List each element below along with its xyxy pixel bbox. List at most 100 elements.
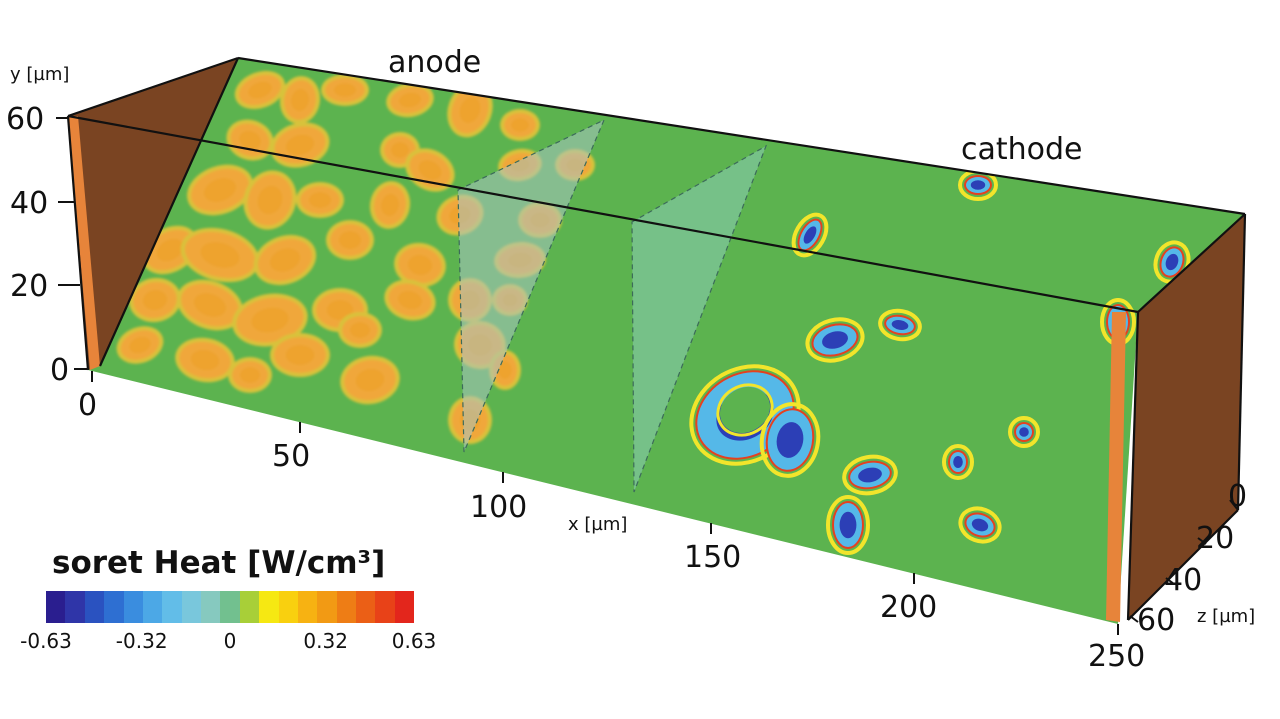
feature-hole-ring [716, 383, 774, 437]
feature-core [971, 518, 989, 532]
feature-ring-yellow [759, 402, 821, 478]
particle-core [190, 349, 220, 371]
y-tick: 60 [6, 102, 44, 137]
x-tick: 0 [78, 388, 97, 423]
feature-ring-yellow [1008, 416, 1040, 448]
colorbar [46, 591, 415, 623]
cathode-particles [689, 169, 1191, 555]
x-tick: 100 [470, 490, 527, 525]
feature-ring-yellow [958, 506, 1002, 544]
colorbar-swatch [181, 591, 201, 623]
particle-core [129, 336, 151, 354]
x-tick: 150 [684, 540, 741, 575]
particle-core [239, 130, 261, 150]
z-tick: 0 [1228, 479, 1247, 514]
colorbar-swatch [46, 591, 66, 623]
colorbar-swatch [394, 591, 415, 623]
colorbar-swatch [356, 591, 376, 623]
colorbar-swatch [65, 591, 85, 623]
x-tick: 50 [272, 439, 310, 474]
feature-hole [719, 386, 771, 434]
colorbar-swatch [142, 591, 163, 623]
colorbar-swatch [104, 591, 124, 623]
y-axis: y [µm] 60 40 20 0 [6, 64, 88, 388]
feature-core [1165, 253, 1179, 271]
separator-plane-right [631, 144, 768, 493]
colorbar-swatch [239, 591, 260, 623]
z-axis-label: z [µm] [1197, 606, 1255, 627]
colorbar-swatch [297, 591, 318, 623]
feature-ring-yellow [842, 454, 898, 496]
colorbar-legend: soret Heat [W/cm³] -0.63 -0.32 0 0.32 0.… [20, 545, 446, 653]
left-end-face [68, 58, 238, 370]
particle-core [285, 345, 315, 365]
y-tick: 0 [50, 353, 69, 388]
particle-core [257, 185, 283, 215]
cathode-label: cathode [961, 132, 1083, 167]
particle-core [398, 290, 422, 310]
left-end-edge [68, 116, 100, 370]
colorbar-swatch [259, 591, 279, 623]
x-axis: 0 50 100 150 200 250 x [µm] [78, 371, 1145, 674]
feature-core [776, 422, 804, 458]
particle-core [391, 142, 409, 158]
particle-core [285, 134, 315, 156]
particle-core [511, 118, 529, 132]
feature-core [803, 226, 817, 244]
legend-title: soret Heat [W/cm³] [52, 545, 386, 581]
right-end-face [1128, 214, 1245, 620]
colorbar-swatch [220, 591, 240, 623]
particle-core [240, 367, 260, 383]
particle-core [156, 238, 184, 262]
particle-core [339, 231, 361, 249]
particle-core [251, 307, 289, 333]
particle-core [459, 97, 481, 123]
colorbar-swatch [162, 591, 182, 623]
particle-core [350, 322, 370, 338]
top-face [68, 58, 1245, 312]
y-tick: 40 [10, 186, 48, 221]
y-tick: 20 [10, 269, 48, 304]
colorbar-swatch [278, 591, 298, 623]
particle-core [200, 242, 240, 268]
feature-core [1019, 427, 1029, 437]
y-axis-label: y [µm] [10, 64, 69, 85]
anode-label: anode [388, 45, 481, 80]
particle-core [498, 361, 512, 379]
particle-core [355, 368, 385, 392]
z-tick: 60 [1137, 603, 1175, 638]
colorbar-ticks: -0.63 -0.32 0 0.32 0.63 [20, 629, 436, 653]
feature-ring-yellow [826, 495, 870, 555]
colorbar-swatch [84, 591, 105, 623]
colorbar-swatch [375, 591, 395, 623]
feature-ring-yellow [791, 212, 829, 258]
feature-core [953, 456, 963, 468]
feature-core [822, 331, 848, 349]
particle-core [142, 290, 168, 310]
right-end-edge [1106, 312, 1126, 622]
particle-core [270, 248, 300, 272]
particle-core [418, 160, 442, 180]
z-axis: 0 20 40 60 z [µm] [1129, 479, 1255, 638]
particle-core [204, 178, 236, 202]
colorbar-swatch [201, 591, 221, 623]
particle-core [291, 89, 309, 111]
colorbar-tick: 0.32 [303, 629, 348, 653]
feature-core [858, 467, 882, 483]
colorbar-swatch [317, 591, 337, 623]
colorbar-swatch [123, 591, 143, 623]
x-axis-label: x [µm] [568, 514, 627, 535]
separator-plane-left [457, 118, 606, 453]
x-tick: 200 [880, 590, 937, 625]
colorbar-tick: 0 [223, 629, 237, 653]
particle-core [248, 81, 272, 99]
particle-core [309, 192, 331, 208]
feature-core [891, 320, 909, 330]
particle-core [399, 92, 421, 108]
particle-core [381, 194, 399, 216]
feature-core [970, 180, 986, 190]
box-edges [66, 56, 1247, 621]
x-tick: 250 [1088, 639, 1145, 674]
